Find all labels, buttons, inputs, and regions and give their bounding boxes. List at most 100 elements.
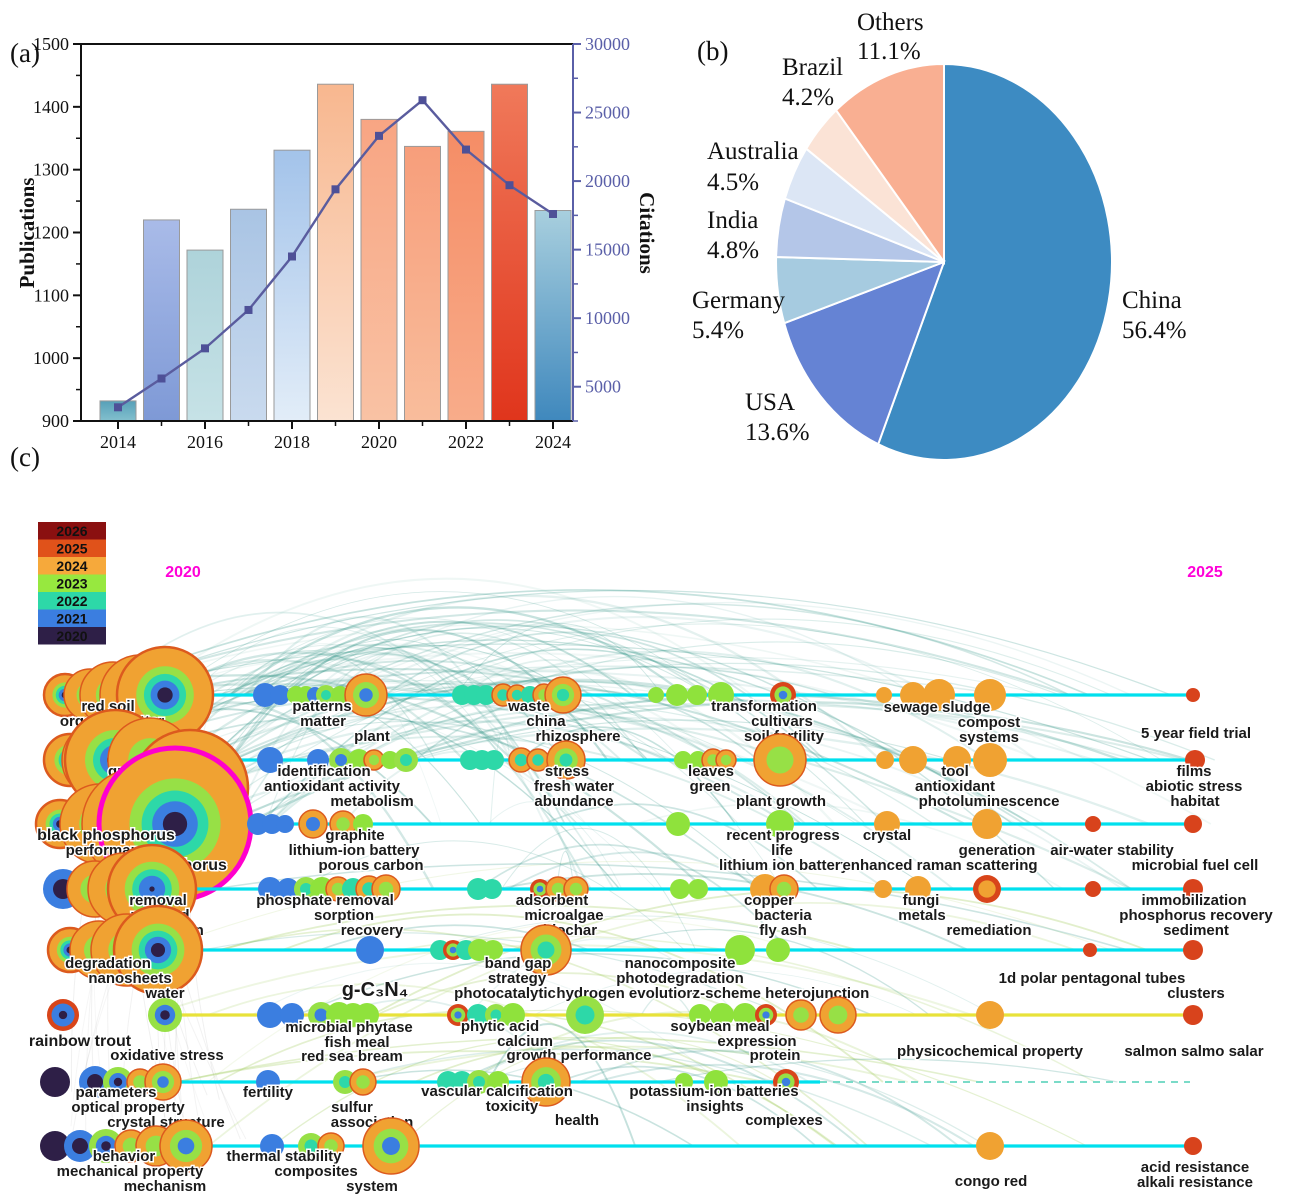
left-axis-title: Publications — [15, 178, 39, 289]
keyword-node — [648, 687, 664, 703]
bar-2016 — [186, 249, 224, 422]
keyword-label: sewage sludge — [884, 699, 991, 716]
keyword-node — [501, 1003, 525, 1027]
keyword-node — [900, 682, 926, 708]
keyword-label: porous carbon — [318, 857, 423, 874]
pie-label-others: 11.1% — [857, 38, 921, 65]
keyword-label: sulfur — [331, 1099, 373, 1116]
keyword-node — [874, 880, 892, 898]
keyword-label: enhanced raman scattering — [842, 857, 1037, 874]
svg-text:1000: 1000 — [33, 348, 69, 368]
svg-text:2026: 2026 — [56, 523, 87, 539]
keyword-node — [260, 1134, 284, 1158]
keyword-node — [708, 682, 734, 708]
citations-marker-2022 — [462, 145, 470, 154]
bar-2019 — [317, 83, 354, 422]
keyword-node — [520, 924, 572, 976]
keyword-node — [770, 682, 796, 708]
keyword-node — [40, 1131, 70, 1161]
keyword-label: phosphate removal — [256, 892, 394, 909]
keyword-node — [349, 1068, 377, 1096]
keyword-node — [544, 676, 582, 714]
keyword-node — [1183, 879, 1203, 899]
timeline-row-3: black phosphorusperformancered phosphoru… — [34, 745, 1260, 903]
keyword-label: green — [690, 778, 731, 795]
panel-b-label: (b) — [697, 36, 729, 66]
bar-2021 — [404, 145, 441, 422]
bar-2020 — [360, 118, 398, 422]
keyword-node — [40, 1067, 70, 1097]
keyword-label: rhizosphere — [535, 728, 620, 745]
citations-marker-2018 — [288, 252, 296, 261]
keyword-label: microbial fuel cell — [1132, 857, 1259, 874]
keyword-label: bacteria — [754, 907, 812, 924]
keyword-node — [381, 751, 399, 769]
keyword-node — [307, 749, 329, 771]
keyword-node — [112, 904, 204, 996]
keyword-label: optical property — [71, 1099, 185, 1116]
svg-text:2020: 2020 — [361, 432, 397, 452]
keyword-node — [270, 685, 290, 705]
keyword-label: waste — [507, 698, 550, 715]
keyword-node — [467, 1004, 489, 1026]
bar-2022 — [447, 130, 485, 422]
keyword-node — [545, 876, 571, 902]
pie-label-brazil: 4.2% — [782, 84, 834, 111]
keyword-node — [468, 939, 490, 961]
keyword-node — [89, 1129, 123, 1163]
keyword-node — [64, 1130, 96, 1162]
keyword-node — [1186, 688, 1200, 702]
keyword-node — [79, 1066, 111, 1098]
keyword-label: recent progress — [726, 827, 839, 844]
keyword-label: acid resistance — [1141, 1159, 1249, 1176]
pie-label-india: India — [707, 207, 758, 234]
keyword-node — [317, 1132, 345, 1160]
keyword-node — [329, 810, 357, 838]
keyword-label: congo red — [955, 1173, 1028, 1190]
pie-label-china: 56.4% — [1122, 317, 1187, 344]
keyword-node — [148, 998, 182, 1032]
keyword-node — [348, 749, 370, 771]
svg-text:2024: 2024 — [56, 558, 87, 574]
citations-marker-2015 — [157, 374, 166, 383]
keyword-label: adsorbent — [516, 892, 589, 909]
keyword-label: sorption — [314, 907, 374, 924]
timeline-row-4: removalred mudadsorptionphosphate remova… — [43, 843, 1275, 941]
keyword-label: life — [771, 842, 793, 859]
bar-2024 — [534, 210, 572, 422]
keyword-label: behavior — [93, 1148, 156, 1165]
keyword-node — [675, 1073, 693, 1091]
pie-label-australia: 4.5% — [707, 169, 759, 196]
keyword-label: composites — [274, 1163, 357, 1180]
keyword-node — [688, 879, 708, 899]
keyword-node — [256, 1070, 280, 1094]
axis-year-label: 2020 — [165, 564, 201, 581]
keyword-node — [103, 1067, 133, 1097]
keyword-label: tool — [941, 763, 969, 780]
keyword-node — [976, 1132, 1004, 1160]
citations-marker-2019 — [331, 185, 340, 194]
keyword-node — [253, 683, 277, 707]
svg-text:2022: 2022 — [448, 432, 484, 452]
keyword-label: air-water stability — [1050, 842, 1174, 859]
keyword-label: calcium — [497, 1033, 553, 1050]
keyword-label: china — [526, 713, 566, 730]
svg-text:1100: 1100 — [34, 285, 69, 305]
svg-text:2021: 2021 — [56, 611, 87, 627]
keyword-node — [905, 876, 931, 902]
keyword-node — [876, 751, 894, 769]
keyword-node — [666, 684, 688, 706]
legend-year-2024 — [38, 557, 106, 575]
keyword-node — [710, 1003, 734, 1027]
keyword-label: lithium ion battery — [719, 857, 850, 874]
keyword-label: antioxidant — [915, 778, 995, 795]
keyword-label: fresh water — [534, 778, 614, 795]
link-arcs — [69, 577, 1215, 1160]
svg-text:2020: 2020 — [56, 628, 87, 644]
svg-text:2025: 2025 — [56, 541, 87, 557]
keyword-label: thermal stability — [226, 1148, 342, 1165]
bar-2015 — [143, 219, 180, 422]
keyword-node — [144, 1063, 182, 1101]
